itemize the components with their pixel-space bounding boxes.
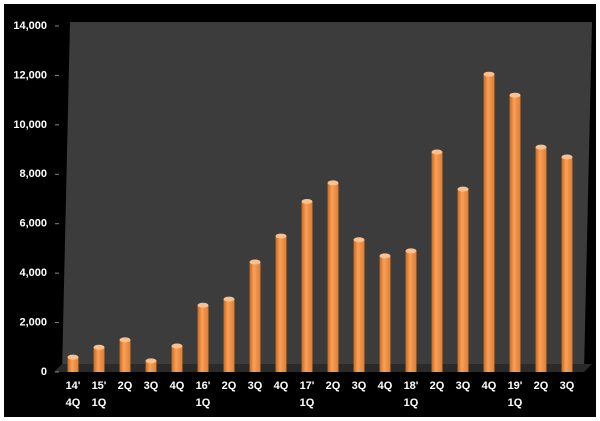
y-tick-label: 0: [41, 366, 47, 378]
bar-top: [145, 358, 157, 364]
y-tick-label: 4,000: [19, 267, 47, 279]
bar-top: [457, 186, 469, 192]
x-tick-label: 15' 1Q: [92, 380, 107, 409]
bar: [93, 347, 105, 372]
y-tick-label: 2,000: [19, 316, 47, 328]
x-tick-label: 2Q: [222, 380, 237, 392]
x-tick-label: 4Q: [482, 380, 497, 392]
bar-top: [197, 302, 209, 308]
bar-top: [353, 237, 365, 243]
x-tick-label: 4Q: [170, 380, 185, 392]
x-tick-label: 2Q: [430, 380, 445, 392]
bar-top: [67, 354, 79, 360]
bar: [379, 255, 391, 372]
bar: [561, 156, 573, 372]
x-tick-label: 2Q: [118, 380, 133, 392]
x-tick-label: 2Q: [534, 380, 549, 392]
bar-top: [405, 248, 417, 254]
x-tick-label: 4Q: [378, 380, 393, 392]
bar-top: [509, 92, 521, 98]
bar: [249, 262, 261, 372]
bar-top: [119, 337, 131, 343]
x-tick-label: 2Q: [326, 380, 341, 392]
bar: [301, 201, 313, 372]
x-tick-label: 4Q: [274, 380, 289, 392]
y-tick-label: 14,000: [13, 20, 47, 32]
x-tick-label: 3Q: [560, 380, 575, 392]
bar: [457, 189, 469, 372]
bar-top: [431, 149, 443, 155]
y-tick-label: 6,000: [19, 218, 47, 230]
bar: [483, 74, 495, 372]
bar-top: [561, 154, 573, 160]
bar: [145, 360, 157, 372]
bar: [223, 299, 235, 372]
x-tick-label: 14' 4Q: [66, 380, 81, 409]
bar-top: [483, 71, 495, 77]
bar: [535, 147, 547, 372]
bar-top: [535, 144, 547, 150]
x-tick-label: 3Q: [456, 380, 471, 392]
bar: [327, 182, 339, 372]
x-tick-label: 3Q: [248, 380, 263, 392]
x-tick-label: 3Q: [352, 380, 367, 392]
x-tick-label: 3Q: [144, 380, 159, 392]
x-tick-label: 17' 1Q: [300, 380, 315, 409]
bar: [197, 305, 209, 372]
bar: [431, 152, 443, 372]
bar-top: [93, 344, 105, 350]
bar: [171, 346, 183, 372]
x-tick-label: 18' 1Q: [404, 380, 419, 409]
bar: [67, 357, 79, 372]
bar: [275, 236, 287, 372]
bar-top: [249, 259, 261, 265]
bar: [509, 95, 521, 372]
y-tick-label: 8,000: [19, 168, 47, 180]
bar: [353, 239, 365, 372]
x-tick-label: 19' 1Q: [508, 380, 523, 409]
bar-top: [301, 198, 313, 204]
plot-floor: [54, 364, 592, 372]
bar-top: [171, 343, 183, 349]
y-tick-label: 10,000: [13, 119, 47, 131]
x-tick-label: 16' 1Q: [196, 380, 211, 409]
y-tick-label: 12,000: [13, 69, 47, 81]
bar-top: [275, 233, 287, 239]
bar-top: [327, 180, 339, 186]
bar-top: [379, 253, 391, 259]
bar-top: [223, 296, 235, 302]
bar: [405, 250, 417, 372]
bar: [119, 339, 131, 372]
